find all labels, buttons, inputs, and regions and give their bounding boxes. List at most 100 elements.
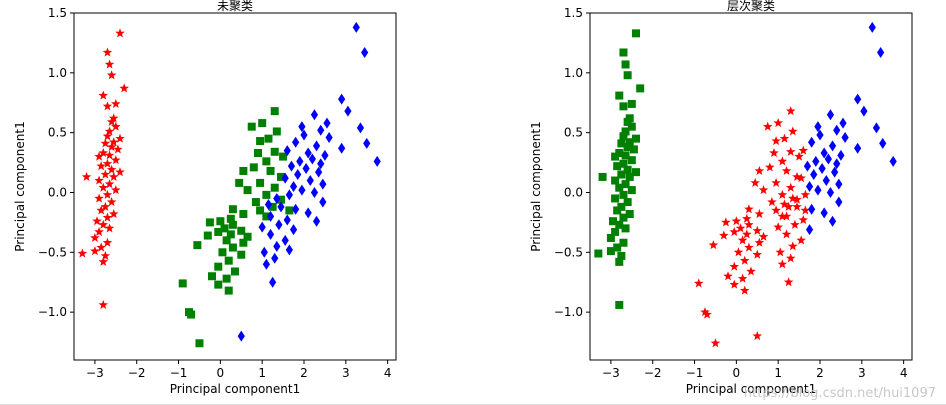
data-point-diamond bbox=[352, 21, 360, 33]
data-point-diamond bbox=[273, 240, 281, 252]
data-point-diamond bbox=[805, 181, 814, 192]
data-point-star bbox=[794, 151, 804, 161]
data-point-square bbox=[627, 186, 636, 195]
data-point-square bbox=[239, 166, 248, 175]
data-point-square bbox=[214, 280, 223, 289]
data-point-star bbox=[777, 211, 788, 221]
data-point-star bbox=[115, 28, 125, 38]
data-point-square bbox=[228, 220, 237, 229]
data-point-diamond bbox=[283, 145, 291, 157]
data-point-star bbox=[765, 162, 775, 172]
data-point-square bbox=[266, 166, 275, 175]
data-point-square bbox=[228, 205, 237, 214]
data-point-star bbox=[744, 219, 754, 229]
data-point-star bbox=[106, 164, 117, 174]
data-point-square bbox=[636, 84, 645, 93]
data-point-star bbox=[800, 205, 811, 215]
data-point-square bbox=[277, 195, 285, 204]
data-point-diamond bbox=[317, 124, 325, 136]
data-point-star bbox=[785, 182, 796, 192]
data-point-square bbox=[615, 91, 624, 100]
data-point-star bbox=[102, 131, 113, 141]
data-point-square bbox=[264, 134, 273, 143]
data-point-square bbox=[606, 247, 615, 256]
data-point-diamond bbox=[356, 122, 365, 134]
data-point-star bbox=[111, 98, 121, 108]
data-point-diamond bbox=[835, 178, 843, 190]
y-tick-label: −1.0 bbox=[38, 305, 67, 319]
data-point-star bbox=[108, 113, 119, 123]
axes-frame bbox=[589, 12, 913, 361]
data-point-diamond bbox=[266, 210, 275, 222]
data-point-diamond bbox=[312, 140, 321, 152]
x-tick-label: 2 bbox=[816, 366, 824, 380]
x-tick-label: 4 bbox=[384, 366, 392, 380]
data-point-star bbox=[737, 273, 748, 283]
x-tick-label: 3 bbox=[858, 366, 866, 380]
x-tick-label: −2 bbox=[644, 366, 662, 380]
data-point-diamond bbox=[289, 181, 298, 192]
data-point-diamond bbox=[344, 105, 352, 117]
data-point-star bbox=[108, 209, 119, 219]
data-point-star bbox=[788, 126, 798, 136]
data-point-square bbox=[178, 279, 187, 288]
data-point-diamond bbox=[310, 109, 319, 121]
data-point-star bbox=[783, 277, 794, 287]
data-point-square bbox=[623, 117, 632, 126]
data-point-star bbox=[742, 229, 752, 239]
data-point-star bbox=[102, 237, 113, 247]
data-point-star bbox=[796, 173, 806, 183]
data-point-star bbox=[77, 248, 88, 258]
data-point-square bbox=[216, 217, 225, 226]
data-point-star bbox=[752, 249, 763, 259]
data-point-diamond bbox=[833, 158, 841, 170]
data-point-square bbox=[615, 300, 624, 309]
data-point-star bbox=[777, 259, 788, 269]
data-point-square bbox=[237, 250, 246, 259]
data-point-square bbox=[187, 310, 196, 319]
data-point-star bbox=[781, 229, 792, 239]
data-point-diamond bbox=[814, 121, 822, 133]
data-point-diamond bbox=[820, 147, 828, 159]
data-point-star bbox=[752, 225, 763, 235]
data-point-diamond bbox=[292, 203, 300, 215]
data-point-star bbox=[777, 189, 788, 199]
data-point-square bbox=[222, 274, 231, 283]
data-point-square bbox=[632, 134, 640, 143]
data-point-diamond bbox=[317, 158, 325, 170]
data-point-diamond bbox=[323, 117, 331, 129]
data-point-diamond bbox=[822, 175, 830, 187]
data-point-diamond bbox=[308, 153, 316, 165]
data-point-star bbox=[115, 133, 125, 143]
data-point-star bbox=[796, 235, 806, 245]
data-point-square bbox=[623, 143, 632, 152]
data-point-star bbox=[754, 209, 765, 219]
data-point-square bbox=[214, 227, 223, 236]
data-point-star bbox=[771, 205, 781, 215]
data-point-square bbox=[249, 163, 258, 172]
x-tick-label: 0 bbox=[733, 366, 741, 380]
data-point-square bbox=[627, 156, 636, 165]
data-point-square bbox=[615, 183, 624, 192]
data-point-star bbox=[781, 165, 792, 175]
data-point-square bbox=[619, 238, 628, 247]
data-point-diamond bbox=[260, 246, 268, 258]
data-point-square bbox=[226, 214, 235, 223]
data-point-diamond bbox=[361, 46, 369, 58]
axes-frame bbox=[73, 12, 397, 361]
data-point-star bbox=[785, 106, 796, 116]
data-point-square bbox=[222, 236, 231, 245]
data-point-star bbox=[98, 299, 109, 309]
data-point-star bbox=[788, 241, 798, 251]
data-point-star bbox=[102, 212, 113, 222]
data-point-diamond bbox=[828, 140, 837, 152]
data-point-star bbox=[773, 222, 783, 232]
data-point-diamond bbox=[835, 196, 843, 208]
data-point-star bbox=[754, 237, 765, 247]
y-tick-label: −0.5 bbox=[38, 245, 67, 259]
y-tick-label: −0.5 bbox=[554, 245, 583, 259]
data-point-square bbox=[224, 286, 233, 295]
x-tick-label: 1 bbox=[774, 366, 782, 380]
y-tick-label: −1.0 bbox=[554, 305, 583, 319]
data-point-star bbox=[94, 226, 104, 237]
